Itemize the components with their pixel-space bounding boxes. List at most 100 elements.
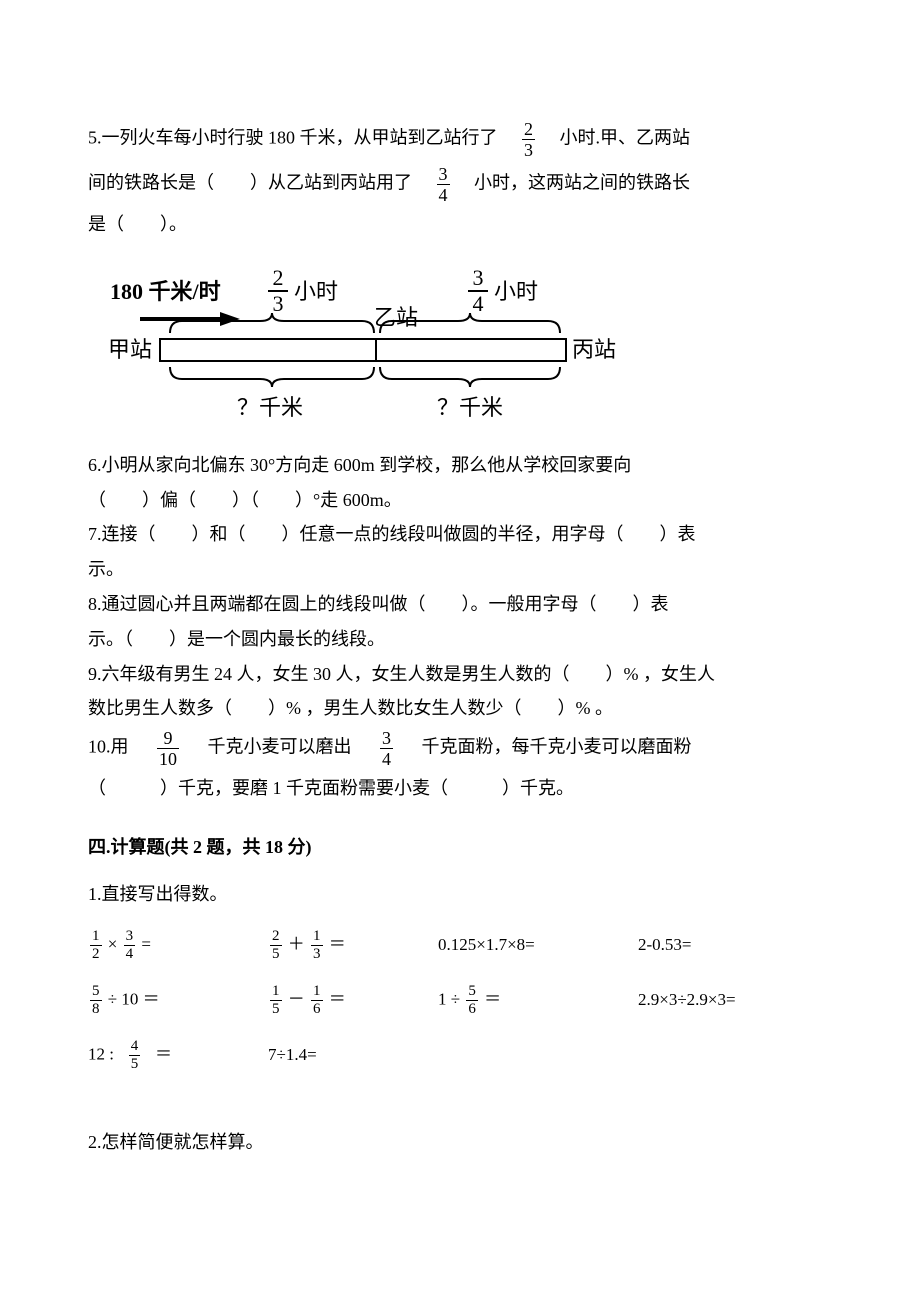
q5-line2-pre: 间的铁路长是（ ）从乙站到丙站用了: [88, 173, 430, 193]
q5-line2-post: 小时，这两站之间的铁路长: [456, 173, 690, 193]
q10-pre: 10.用: [88, 737, 147, 757]
time2-suffix: 小时: [494, 279, 538, 304]
calc-tail: ＝: [143, 989, 160, 1008]
bottom-brace-left: [170, 367, 374, 387]
frac-num: 3: [473, 265, 484, 290]
calc-tail: ＝: [155, 1044, 172, 1063]
calc-r1c4: 2-0.53=: [638, 929, 818, 962]
calc-tail: =: [141, 934, 151, 953]
q9-line1: 9.六年级有男生 24 人，女生 30 人，女生人数是男生人数的（ ）% ，女生…: [88, 660, 832, 689]
frac-den: 10: [157, 750, 179, 768]
section4-q1-label: 1.直接写出得数。: [88, 880, 832, 909]
calc-tail: ＝: [329, 934, 346, 953]
diagram-svg: 180 千米/时 2 3 小时 乙站 3 4 小时 甲站 丙站: [100, 263, 620, 433]
calc-op: ＋: [288, 934, 305, 953]
q10-mid2: 千克面粉，每千克小麦可以磨面粉: [404, 737, 692, 757]
calc-plain: 2.9×3÷2.9×3=: [638, 986, 736, 1013]
frac-num: 2: [273, 265, 284, 290]
frac-den: 2: [90, 947, 102, 962]
calc-r1c1: 1 2 × 3 4 =: [88, 929, 268, 962]
calc-r1c2: 2 5 ＋ 1 3 ＝: [268, 929, 438, 962]
calc-r2c4: 2.9×3÷2.9×3=: [638, 984, 818, 1017]
section4-q2-label: 2.怎样简便就怎样算。: [88, 1128, 832, 1157]
q9-line2: 数比男生人数多（ ）% ，男生人数比女生人数少（ ）% 。: [88, 694, 832, 723]
q5-frac2: 3 4: [437, 165, 450, 204]
calc-frac: 5 6: [466, 984, 478, 1017]
calc-frac: 1 6: [311, 984, 323, 1017]
frac-den: 4: [437, 186, 450, 204]
calc-frac: 1 5: [270, 984, 282, 1017]
train-diagram: 180 千米/时 2 3 小时 乙站 3 4 小时 甲站 丙站: [100, 263, 832, 433]
q10-line1: 10.用 9 10 千克小麦可以磨出 3 4 千克面粉，每千克小麦可以磨面粉: [88, 729, 832, 768]
calc-num: 12: [88, 1044, 105, 1063]
frac-den: 3: [522, 141, 535, 159]
unknown2: ？千米: [437, 395, 503, 420]
time1-suffix: 小时: [294, 279, 338, 304]
q10-frac1: 9 10: [157, 729, 179, 768]
calc-op: －: [288, 989, 305, 1008]
unknown1: ？千米: [237, 395, 303, 420]
q10-mid1: 千克小麦可以磨出: [190, 737, 370, 757]
calc-empty: [438, 1039, 638, 1072]
q5-line2: 间的铁路长是（ ）从乙站到丙站用了 3 4 小时，这两站之间的铁路长: [88, 165, 832, 204]
bottom-brace-right: [380, 367, 560, 387]
frac-den: 6: [311, 1002, 323, 1017]
calc-r2c1: 5 8 ÷ 10 ＝: [88, 984, 268, 1017]
top-brace-left: [170, 313, 374, 333]
left-station: 甲站: [108, 337, 152, 362]
calc-frac: 2 5: [270, 929, 282, 962]
calc-r3c1: 12 : 4 5 ＝: [88, 1039, 268, 1072]
calc-r1c3: 0.125×1.7×8=: [438, 929, 638, 962]
frac-num: 4: [129, 1039, 141, 1054]
frac-den: 5: [129, 1057, 141, 1072]
speed-label: 180 千米/时: [110, 279, 221, 304]
right-station: 丙站: [572, 337, 616, 362]
calc-plain: 7÷1.4=: [268, 1041, 317, 1068]
frac-den: 3: [273, 291, 284, 316]
frac-num: 1: [270, 984, 282, 999]
frac-num: 3: [380, 729, 393, 747]
calc-frac: 5 8: [90, 984, 102, 1017]
frac-den: 6: [466, 1002, 478, 1017]
calc-frac: 1 2: [90, 929, 102, 962]
calc-tail: ＝: [484, 989, 501, 1008]
calc-r3c2: 7÷1.4=: [268, 1039, 438, 1072]
q10-line2: （ ）千克，要磨 1 千克面粉需要小麦（ ）千克。: [88, 774, 832, 803]
q7-line2: 示。: [88, 555, 832, 584]
frac-num: 9: [157, 729, 179, 747]
calc-num: 1: [438, 989, 447, 1008]
frac-num: 5: [90, 984, 102, 999]
calc-frac: 4 5: [129, 1039, 141, 1072]
q8-line1: 8.通过圆心并且两端都在圆上的线段叫做（ ）。一般用字母（ ）表: [88, 590, 832, 619]
frac-den: 5: [270, 1002, 282, 1017]
calc-sep: :: [109, 1044, 114, 1063]
calc-r2c2: 1 5 － 1 6 ＝: [268, 984, 438, 1017]
calc-plain: 0.125×1.7×8=: [438, 931, 535, 958]
q5-line1-pre: 5.一列火车每小时行驶 180 千米，从甲站到乙站行了: [88, 128, 516, 148]
q5-line1: 5.一列火车每小时行驶 180 千米，从甲站到乙站行了 2 3 小时.甲、乙两站: [88, 120, 832, 159]
q6-line2: （ ）偏（ ）（ ）°走 600m。: [88, 486, 832, 515]
calc-grid: 1 2 × 3 4 = 2 5 ＋ 1 3: [88, 929, 832, 1072]
speed-arrow-head: [220, 312, 240, 326]
q7-line1: 7.连接（ ）和（ ）任意一点的线段叫做圆的半径，用字母（ ）表: [88, 520, 832, 549]
section4-heading: 四.计算题(共 2 题，共 18 分): [88, 833, 832, 862]
frac-den: 5: [270, 947, 282, 962]
frac-num: 5: [466, 984, 478, 999]
q6-line1: 6.小明从家向北偏东 30°方向走 600m 到学校，那么他从学校回家要向: [88, 451, 832, 480]
q8-line2: 示。（ ）是一个圆内最长的线段。: [88, 625, 832, 654]
frac-num: 2: [522, 120, 535, 138]
calc-empty: [638, 1039, 818, 1072]
frac-den: 4: [473, 291, 484, 316]
frac-num: 2: [270, 929, 282, 944]
calc-num: 10: [121, 989, 138, 1008]
q5-frac1: 2 3: [522, 120, 535, 159]
calc-op: ÷: [451, 989, 460, 1008]
frac-den: 3: [311, 947, 323, 962]
frac-num: 3: [437, 165, 450, 183]
q5-line1-post: 小时.甲、乙两站: [542, 128, 691, 148]
calc-r2c3: 1 ÷ 5 6 ＝: [438, 984, 638, 1017]
frac-den: 8: [90, 1002, 102, 1017]
frac-num: 1: [90, 929, 102, 944]
calc-op: ×: [108, 934, 118, 953]
frac-num: 1: [311, 984, 323, 999]
